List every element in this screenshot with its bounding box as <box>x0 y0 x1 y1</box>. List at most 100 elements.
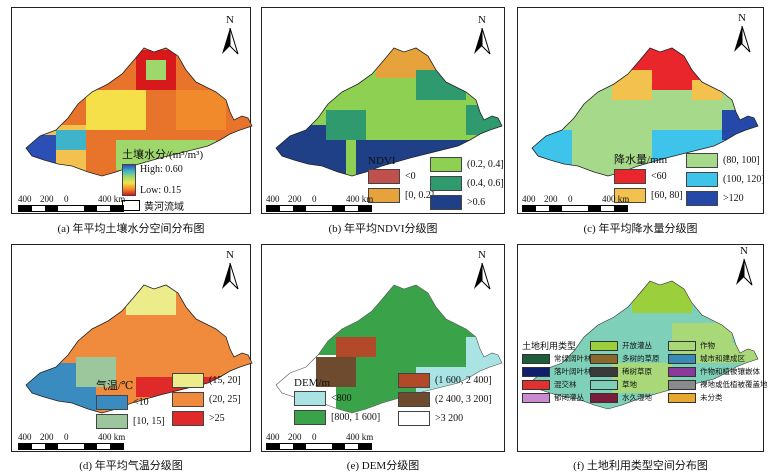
scale-bar: 400 200 0 400 km <box>18 432 148 450</box>
caption-b: (b) 年平均NDVI分级图 <box>328 223 438 235</box>
caption-d: (d) 年平均气温分级图 <box>79 460 183 472</box>
precipitation-legend-col2: (80, 100] (100, 120] >120 <box>686 151 765 208</box>
legend-title: NDVI <box>368 155 396 167</box>
caption-e: (e) DEM分级图 <box>346 460 420 472</box>
legend-item: <60 <box>614 167 683 186</box>
legend-item: 常绿阔叶林 <box>522 352 592 365</box>
scale-bar: 400 200 0 400 km <box>266 194 396 212</box>
panel-e-dem: N DEM/m <800 [800, 1 600] (1 600, 2 400]… <box>261 244 505 452</box>
temperature-legend-col2: (15, 20] (20, 25] >25 <box>172 371 241 428</box>
panel-a-soil-moisture: N 土壤水分/(m³/m³) High: 0.60 Low: 0.15 黄河流域… <box>11 7 253 214</box>
legend-item: >25 <box>172 409 241 428</box>
legend-item: [10, 15] <box>96 412 165 431</box>
legend-title: DEM/m <box>294 377 331 389</box>
scale-bar: 400 200 0 400 km <box>266 432 396 450</box>
legend-item: (15, 20] <box>172 371 241 390</box>
legend-item: 混交林 <box>522 378 592 391</box>
legend-swatch <box>398 392 430 407</box>
legend-title: 土地利用类型 <box>522 342 577 352</box>
legend-swatch <box>172 373 204 388</box>
soil-moisture-legend: 土壤水分/(m³/m³) High: 0.60 Low: 0.15 黄河流域 <box>122 146 203 213</box>
legend-swatch <box>96 395 128 410</box>
legend-item: [60, 80] <box>614 186 683 205</box>
panel-f-land-use: N 土地利用类型 常绿阔叶林 落叶阔叶林 混交林 郁闭灌丛 开放灌丛 多树的草原… <box>517 244 768 452</box>
panel-c-precipitation: N 降水量/mm <60 [60, 80] (80, 100] (100, 12… <box>517 7 765 214</box>
legend-item: <0 <box>368 167 434 186</box>
legend-item: 多树的草原 <box>590 352 660 365</box>
legend-swatch <box>172 392 204 407</box>
legend-item: 未分类 <box>668 391 768 404</box>
legend-high: High: 0.60 <box>140 164 183 175</box>
legend-item: (20, 25] <box>172 390 241 409</box>
legend-item: >3 200 <box>398 409 492 428</box>
legend-swatch <box>368 188 400 203</box>
legend-swatch <box>686 191 718 206</box>
legend-item: [0, 0.2] <box>368 186 434 205</box>
temperature-legend: 气温/℃ <10 [10, 15] <box>96 371 165 431</box>
legend-item: 落叶阔叶林 <box>522 365 592 378</box>
legend-item: (0.4, 0.6] <box>430 174 504 193</box>
legend-item: 郁闭灌丛 <box>522 391 592 404</box>
soil-moisture-map <box>25 47 253 177</box>
land-use-legend-col3: 作物 城市和建成区 作物和植被镶嵌体 裸地或低植被覆盖地 未分类 <box>668 339 768 404</box>
legend-swatch <box>614 169 646 184</box>
north-arrow: N <box>218 14 242 58</box>
legend-item: >0.6 <box>430 193 504 212</box>
north-label: N <box>226 14 234 26</box>
legend-swatch <box>294 391 326 406</box>
legend-title: 气温/℃ <box>96 380 134 392</box>
legend-item: (2 400, 3 200] <box>398 390 492 409</box>
legend-item: 城市和建成区 <box>668 352 768 365</box>
caption-a: (a) 年平均土壤水分空间分布图 <box>57 223 205 235</box>
legend-swatch <box>430 157 462 172</box>
dem-legend-col2: (1 600, 2 400] (2 400, 3 200] >3 200 <box>398 371 492 428</box>
legend-swatch <box>614 188 646 203</box>
temperature-map <box>25 284 253 414</box>
panel-d-temperature: N 气温/℃ <10 [10, 15] (15, 20] (20, 25] >2… <box>11 244 253 452</box>
legend-low: Low: 0.15 <box>140 185 182 196</box>
legend-item: <800 <box>294 389 380 408</box>
land-use-legend-col2: 开放灌丛 多树的草原 稀树草原 草地 水久湿地 <box>590 339 660 404</box>
legend-swatch <box>96 414 128 429</box>
legend-swatch <box>294 410 326 425</box>
legend-item: (80, 100] <box>686 151 765 170</box>
panel-b-ndvi: N NDVI <0 [0, 0.2] (0.2, 0.4] (0.4, 0.6]… <box>261 7 505 214</box>
land-use-legend: 土地利用类型 常绿阔叶林 落叶阔叶林 混交林 郁闭灌丛 <box>522 339 592 404</box>
legend-swatch <box>398 373 430 388</box>
legend-item: <10 <box>96 393 165 412</box>
legend-item: 开放灌丛 <box>590 339 660 352</box>
legend-item: [800, 1 600] <box>294 408 380 427</box>
legend-item: 草地 <box>590 378 660 391</box>
legend-title: 降水量/mm <box>614 154 668 166</box>
legend-item: >120 <box>686 189 765 208</box>
legend-swatch <box>430 195 462 210</box>
gradient-bar <box>122 164 136 196</box>
legend-item: 裸地或低植被覆盖地 <box>668 378 768 391</box>
north-arrow: N <box>732 245 756 289</box>
scale-bar: 400 200 0 400 km <box>522 194 652 212</box>
caption-f: (f) 土地利用类型空间分布图 <box>573 460 708 472</box>
legend-item: (1 600, 2 400] <box>398 371 492 390</box>
legend-swatch <box>430 176 462 191</box>
legend-item: 作物 <box>668 339 768 352</box>
north-arrow: N <box>730 12 754 56</box>
dem-legend: DEM/m <800 [800, 1 600] <box>294 371 380 427</box>
precipitation-map <box>531 47 759 177</box>
north-arrow: N <box>470 14 494 58</box>
legend-item: 水久湿地 <box>590 391 660 404</box>
legend-swatch <box>398 411 430 426</box>
precipitation-legend: 降水量/mm <60 [60, 80] <box>614 151 683 205</box>
ndvi-legend-col2: (0.2, 0.4] (0.4, 0.6] >0.6 <box>430 155 504 212</box>
north-arrow: N <box>470 249 494 293</box>
legend-boundary: 黄河流域 <box>144 202 184 213</box>
ndvi-legend: NDVI <0 [0, 0.2] <box>368 155 434 205</box>
caption-c: (c) 年平均降水量分级图 <box>583 223 698 235</box>
legend-swatch <box>686 172 718 187</box>
scale-bar: 400 200 0 400 km <box>18 194 148 212</box>
ndvi-map <box>275 47 503 177</box>
legend-item: 稀树草原 <box>590 365 660 378</box>
legend-swatch <box>686 153 718 168</box>
legend-swatch <box>368 169 400 184</box>
legend-item: 作物和植被镶嵌体 <box>668 365 768 378</box>
legend-title: 土壤水分/(m³/m³) <box>122 149 204 161</box>
